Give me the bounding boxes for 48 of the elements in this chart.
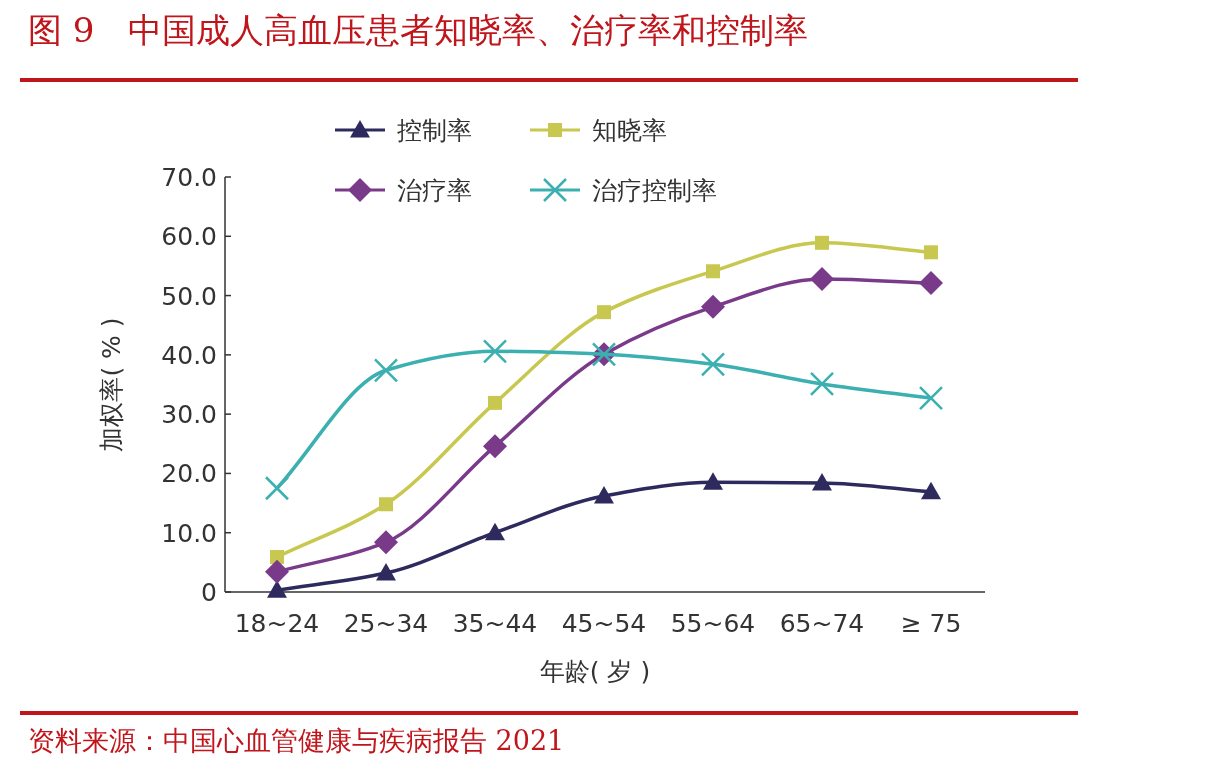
- y-tick-label: 30.0: [161, 400, 217, 430]
- point: [488, 395, 502, 410]
- x-tick-label: 25~34: [343, 609, 429, 638]
- x-tick-label: ≥ 75: [900, 609, 962, 638]
- y-tick-label: 10.0: [161, 518, 217, 548]
- legend-label: 治疗控制率: [592, 176, 717, 205]
- point: [483, 434, 507, 459]
- y-tick-label: 20.0: [161, 459, 217, 489]
- y-tick-label: 60.0: [161, 222, 217, 252]
- y-tick-label: 0: [201, 578, 217, 607]
- chart-title: 图 9 中国成人高血压患者知晓率、治疗率和控制率: [28, 10, 809, 50]
- point: [924, 245, 938, 260]
- point: [700, 352, 726, 377]
- point: [810, 266, 834, 291]
- point: [918, 385, 944, 411]
- point: [264, 476, 290, 501]
- point: [597, 305, 611, 320]
- point: [706, 264, 720, 279]
- legend-label: 控制率: [397, 116, 472, 145]
- y-tick-label: 70.0: [161, 163, 217, 192]
- point: [485, 522, 505, 541]
- x-axis-title: 年龄( 岁 ): [539, 657, 651, 686]
- point: [379, 497, 393, 512]
- x-tick-label: 55~64: [670, 609, 756, 638]
- point: [921, 481, 941, 500]
- x-tick-label: 35~44: [452, 609, 538, 638]
- x-tick-label: 45~54: [561, 609, 647, 638]
- y-axis-title: 加权率( % ): [97, 317, 126, 452]
- point: [815, 235, 829, 250]
- y-tick-label: 40.0: [161, 340, 217, 370]
- point: [703, 472, 723, 490]
- legend-label: 治疗率: [397, 176, 472, 205]
- point: [482, 339, 508, 364]
- point: [374, 530, 398, 555]
- point: [812, 472, 832, 491]
- point: [265, 559, 289, 584]
- point: [373, 358, 399, 383]
- x-tick-label: 18~24: [234, 609, 320, 638]
- point: [376, 563, 396, 581]
- text: 资料来源：中国心血管健康与疾病报告 2021: [28, 725, 565, 756]
- legend-label: 知晓率: [592, 116, 667, 145]
- point: [809, 371, 835, 397]
- point: [267, 580, 287, 598]
- point: [919, 271, 943, 296]
- y-tick-label: 50.0: [161, 281, 217, 311]
- point: [594, 485, 614, 504]
- x-tick-label: 65~74: [779, 609, 865, 638]
- point: [701, 294, 725, 319]
